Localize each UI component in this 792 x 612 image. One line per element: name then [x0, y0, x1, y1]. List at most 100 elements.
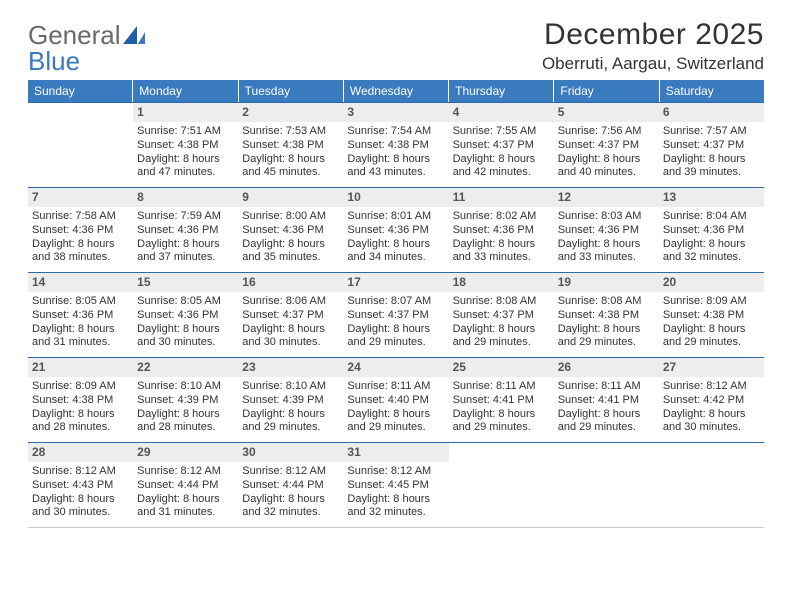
sunrise-text: Sunrise: 7:55 AM: [453, 125, 550, 139]
sunrise-text: Sunrise: 8:12 AM: [347, 465, 444, 479]
brand-logo: General Blue: [28, 22, 145, 74]
daylight-line1: Daylight: 8 hours: [453, 323, 550, 337]
sunset-text: Sunset: 4:44 PM: [137, 479, 234, 493]
daylight-line1: Daylight: 8 hours: [663, 153, 760, 167]
sunrise-text: Sunrise: 7:59 AM: [137, 210, 234, 224]
sunset-text: Sunset: 4:37 PM: [242, 309, 339, 323]
day-cell: 29Sunrise: 8:12 AMSunset: 4:44 PMDayligh…: [133, 443, 238, 527]
sunset-text: Sunset: 4:41 PM: [453, 394, 550, 408]
day-cell: 31Sunrise: 8:12 AMSunset: 4:45 PMDayligh…: [343, 443, 448, 527]
day-number: 10: [343, 188, 448, 207]
day-cell: 25Sunrise: 8:11 AMSunset: 4:41 PMDayligh…: [449, 358, 554, 442]
daylight-line1: Daylight: 8 hours: [558, 238, 655, 252]
daylight-line2: and 32 minutes.: [663, 251, 760, 265]
day-number: 27: [659, 358, 764, 377]
day-cell: 6 Sunrise: 7:57 AMSunset: 4:37 PMDaylight…: [659, 103, 764, 187]
sunrise-text: Sunrise: 8:11 AM: [453, 380, 550, 394]
daylight-line2: and 40 minutes.: [558, 166, 655, 180]
sunset-text: Sunset: 4:36 PM: [663, 224, 760, 238]
daylight-line2: and 29 minutes.: [453, 336, 550, 350]
sunset-text: Sunset: 4:44 PM: [242, 479, 339, 493]
daylight-line2: and 29 minutes.: [558, 336, 655, 350]
day-cell: [554, 443, 659, 527]
day-number: 19: [554, 273, 659, 292]
day-cell: 27Sunrise: 8:12 AMSunset: 4:42 PMDayligh…: [659, 358, 764, 442]
day-cell: 30Sunrise: 8:12 AMSunset: 4:44 PMDayligh…: [238, 443, 343, 527]
daylight-line2: and 32 minutes.: [242, 506, 339, 520]
sunrise-text: Sunrise: 7:57 AM: [663, 125, 760, 139]
sunset-text: Sunset: 4:37 PM: [453, 139, 550, 153]
day-cell: [449, 443, 554, 527]
daylight-line1: Daylight: 8 hours: [347, 153, 444, 167]
day-cell: 2Sunrise: 7:53 AMSunset: 4:38 PMDaylight…: [238, 103, 343, 187]
sunrise-text: Sunrise: 8:12 AM: [137, 465, 234, 479]
sunrise-text: Sunrise: 8:08 AM: [453, 295, 550, 309]
day-cell: 10Sunrise: 8:01 AMSunset: 4:36 PMDayligh…: [343, 188, 448, 272]
day-number: 26: [554, 358, 659, 377]
daylight-line2: and 29 minutes.: [663, 336, 760, 350]
sunset-text: Sunset: 4:39 PM: [137, 394, 234, 408]
day-number: 23: [238, 358, 343, 377]
day-cell: 13Sunrise: 8:04 AMSunset: 4:36 PMDayligh…: [659, 188, 764, 272]
weeks-container: 1Sunrise: 7:51 AMSunset: 4:38 PMDaylight…: [28, 102, 764, 527]
daylight-line1: Daylight: 8 hours: [558, 153, 655, 167]
sunset-text: Sunset: 4:38 PM: [137, 139, 234, 153]
sunrise-text: Sunrise: 8:10 AM: [242, 380, 339, 394]
daylight-line1: Daylight: 8 hours: [663, 323, 760, 337]
day-header-friday: Friday: [554, 80, 659, 102]
day-number: 2: [238, 103, 343, 122]
day-number: 6: [659, 103, 764, 122]
sunrise-text: Sunrise: 7:54 AM: [347, 125, 444, 139]
day-number: 16: [238, 273, 343, 292]
sunset-text: Sunset: 4:36 PM: [347, 224, 444, 238]
daylight-line1: Daylight: 8 hours: [242, 238, 339, 252]
sunrise-text: Sunrise: 8:11 AM: [558, 380, 655, 394]
header: General Blue December 2025 Oberruti, Aar…: [28, 18, 764, 74]
sunrise-text: Sunrise: 8:10 AM: [137, 380, 234, 394]
sunrise-text: Sunrise: 8:01 AM: [347, 210, 444, 224]
sunrise-text: Sunrise: 8:12 AM: [32, 465, 129, 479]
day-cell: [28, 103, 133, 187]
daylight-line2: and 43 minutes.: [347, 166, 444, 180]
location-text: Oberruti, Aargau, Switzerland: [542, 54, 764, 74]
sunrise-text: Sunrise: 7:53 AM: [242, 125, 339, 139]
day-number: 13: [659, 188, 764, 207]
daylight-line2: and 29 minutes.: [242, 421, 339, 435]
daylight-line1: Daylight: 8 hours: [663, 238, 760, 252]
week-row: 14Sunrise: 8:05 AMSunset: 4:36 PMDayligh…: [28, 272, 764, 357]
daylight-line1: Daylight: 8 hours: [347, 408, 444, 422]
sunset-text: Sunset: 4:37 PM: [347, 309, 444, 323]
daylight-line2: and 30 minutes.: [32, 506, 129, 520]
sunset-text: Sunset: 4:38 PM: [663, 309, 760, 323]
daylight-line2: and 39 minutes.: [663, 166, 760, 180]
sunset-text: Sunset: 4:45 PM: [347, 479, 444, 493]
month-title: December 2025: [542, 18, 764, 52]
sunset-text: Sunset: 4:36 PM: [32, 224, 129, 238]
sunset-text: Sunset: 4:37 PM: [663, 139, 760, 153]
daylight-line2: and 30 minutes.: [242, 336, 339, 350]
daylight-line1: Daylight: 8 hours: [558, 408, 655, 422]
week-row: 1Sunrise: 7:51 AMSunset: 4:38 PMDaylight…: [28, 102, 764, 187]
sunset-text: Sunset: 4:36 PM: [137, 224, 234, 238]
daylight-line1: Daylight: 8 hours: [137, 323, 234, 337]
day-cell: 8Sunrise: 7:59 AMSunset: 4:36 PMDaylight…: [133, 188, 238, 272]
daylight-line2: and 37 minutes.: [137, 251, 234, 265]
day-number: 18: [449, 273, 554, 292]
sunrise-text: Sunrise: 8:06 AM: [242, 295, 339, 309]
day-cell: 22Sunrise: 8:10 AMSunset: 4:39 PMDayligh…: [133, 358, 238, 442]
daylight-line2: and 45 minutes.: [242, 166, 339, 180]
daylight-line2: and 38 minutes.: [32, 251, 129, 265]
daylight-line2: and 29 minutes.: [347, 421, 444, 435]
daylight-line2: and 31 minutes.: [137, 506, 234, 520]
daylight-line2: and 28 minutes.: [32, 421, 129, 435]
day-header-row: Sunday Monday Tuesday Wednesday Thursday…: [28, 80, 764, 102]
daylight-line2: and 28 minutes.: [137, 421, 234, 435]
daylight-line1: Daylight: 8 hours: [242, 323, 339, 337]
sunset-text: Sunset: 4:39 PM: [242, 394, 339, 408]
daylight-line2: and 29 minutes.: [558, 421, 655, 435]
sunset-text: Sunset: 4:36 PM: [453, 224, 550, 238]
day-header-saturday: Saturday: [660, 80, 764, 102]
day-number: 28: [28, 443, 133, 462]
daylight-line2: and 31 minutes.: [32, 336, 129, 350]
day-number: 29: [133, 443, 238, 462]
